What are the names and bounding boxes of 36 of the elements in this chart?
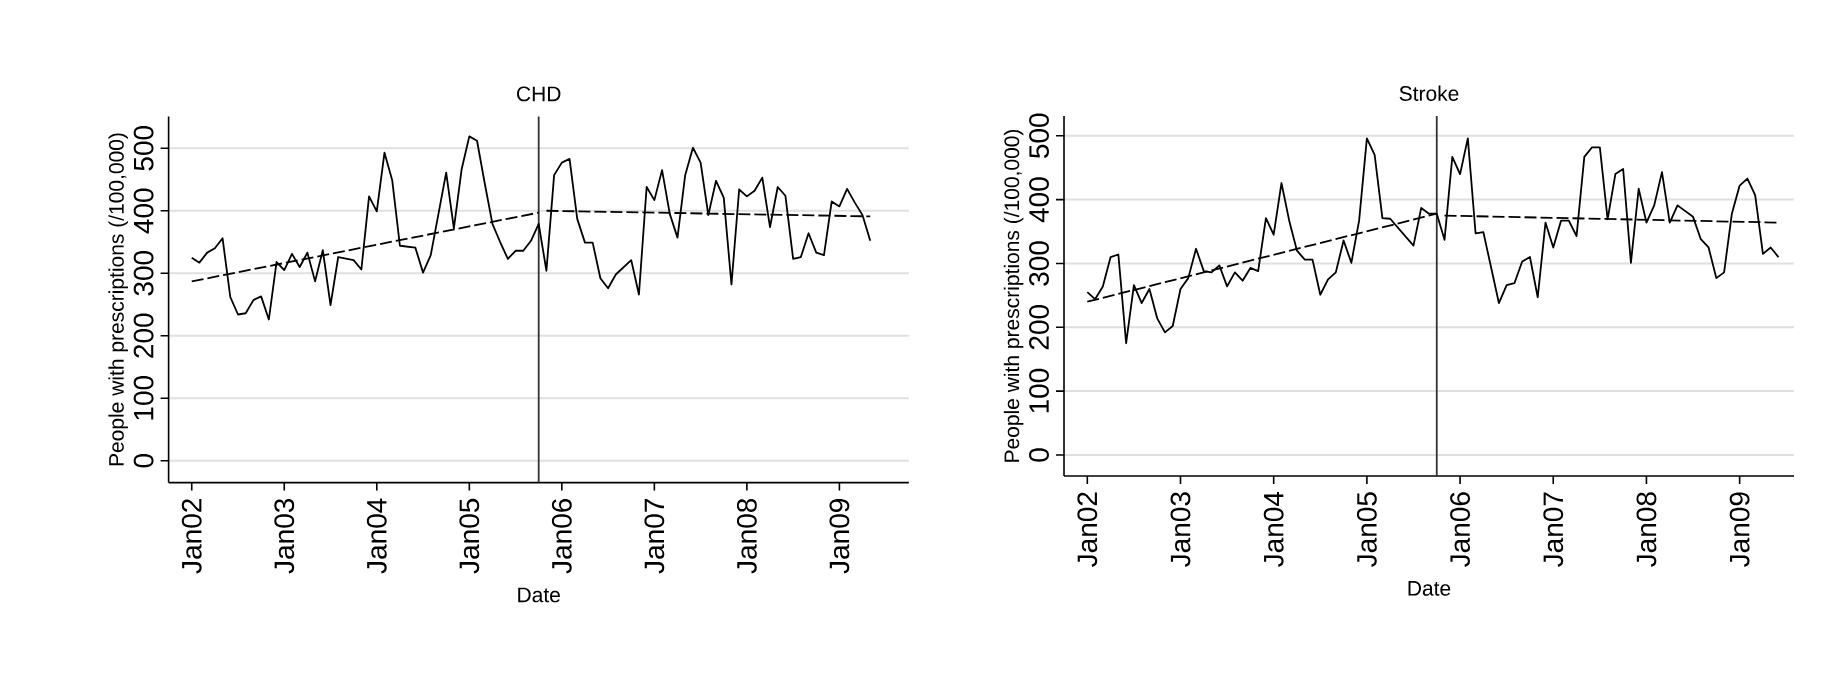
line-series (1086, 137, 1780, 345)
x-tick-label: Jan07 (644, 499, 665, 574)
x-tick-label: Jan08 (736, 498, 757, 574)
x-tick-label: Jan05 (1356, 492, 1377, 567)
y-tick-label: 300 (1029, 241, 1049, 286)
y-tick-label: 0 (133, 454, 154, 468)
y-tick-label: 300 (133, 250, 154, 296)
y-tick-label: 200 (1029, 305, 1049, 350)
x-axis-title: Date (1408, 581, 1451, 596)
x-tick-label: Jan03 (1170, 492, 1191, 567)
y-tick-label: 500 (133, 126, 154, 171)
y-tick-label: 400 (133, 188, 154, 234)
x-tick-label: Jan05 (459, 498, 480, 574)
y-tick-label: 0 (1029, 448, 1049, 462)
y-axis-title: People with prescriptions (/100,000) (108, 133, 128, 466)
y-tick-label: 400 (1029, 177, 1049, 223)
x-tick-label: Jan06 (1450, 492, 1470, 567)
x-tick-label: Jan03 (274, 498, 295, 574)
x-tick-label: Jan09 (1729, 492, 1750, 567)
x-tick-label: Jan04 (366, 498, 387, 574)
y-tick-label: 100 (133, 375, 154, 420)
x-tick-label: Jan08 (1636, 492, 1657, 567)
chart-title: CHD (517, 86, 561, 102)
y-tick-label: 100 (1029, 368, 1049, 413)
y-axis-title: People with prescriptions (/100,000) (1003, 129, 1024, 462)
x-tick-label: Jan04 (1263, 491, 1284, 567)
x-tick-label: Jan02 (181, 499, 202, 574)
x-tick-label: Jan09 (829, 499, 850, 574)
x-tick-label: Jan06 (551, 498, 572, 574)
x-tick-label: Jan07 (1543, 492, 1564, 567)
y-tick-label: 500 (1029, 113, 1049, 159)
line-series (190, 135, 872, 321)
x-axis-title: Date (518, 587, 560, 603)
chart-title: Stroke (1399, 85, 1459, 101)
y-tick-label: 200 (133, 313, 154, 358)
x-tick-label: Jan02 (1077, 492, 1098, 567)
